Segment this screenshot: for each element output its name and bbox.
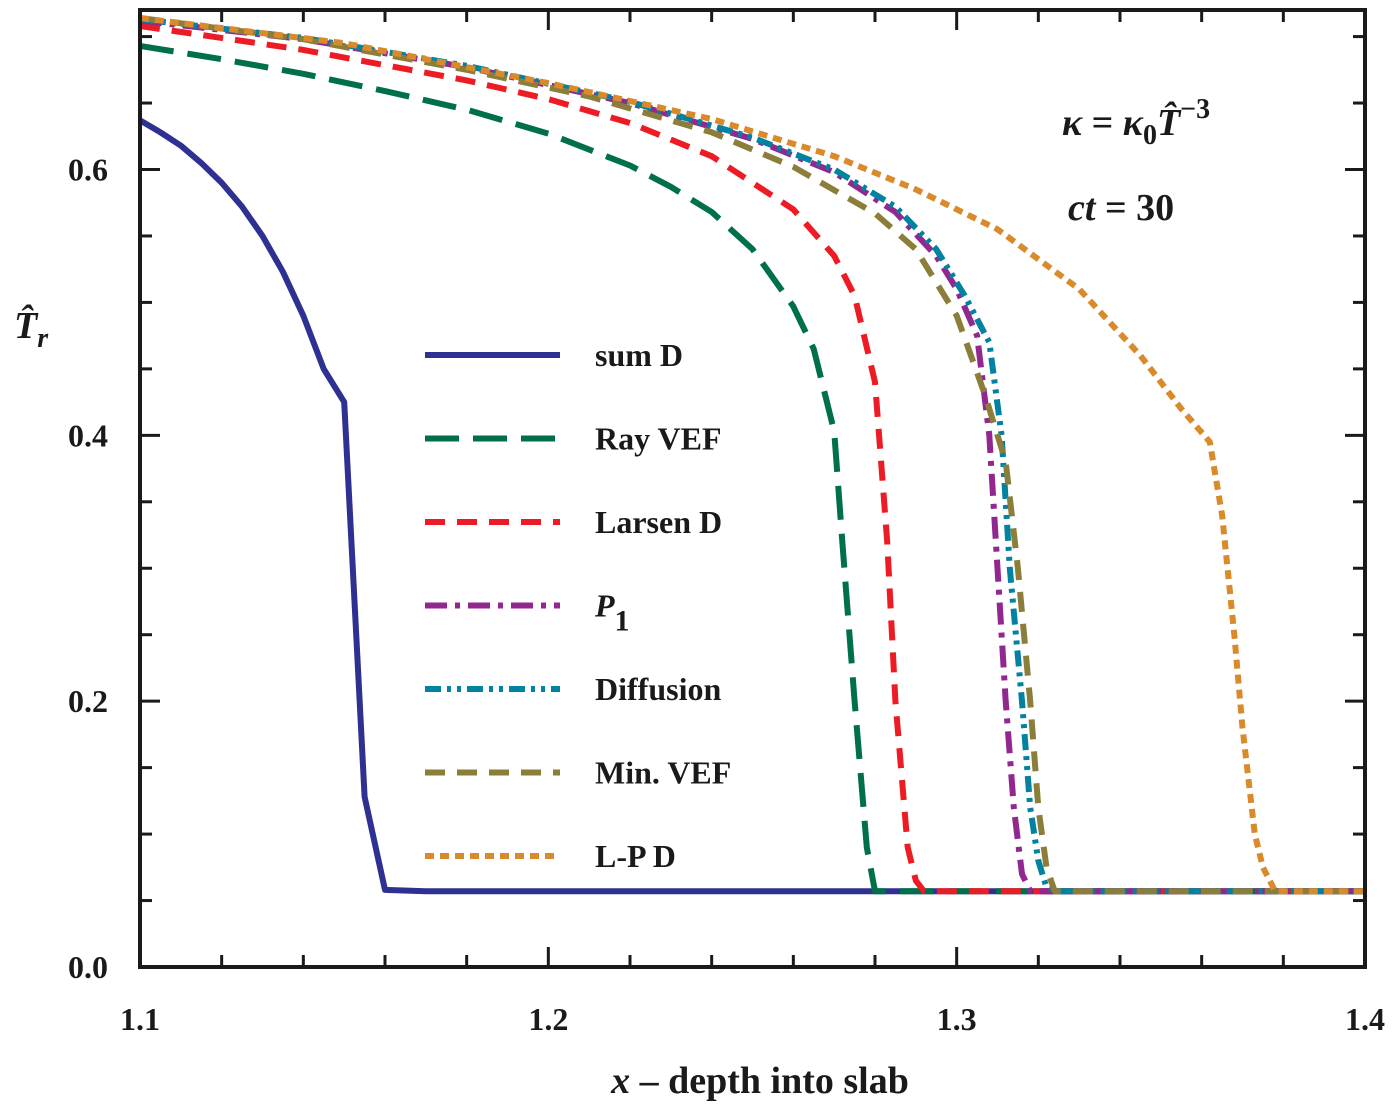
series-line-3: [139, 17, 1365, 895]
ticks-layer: 1.1 1.2 1.3 1.4 0.0 0.2 0.4 0.6: [68, 10, 1385, 1037]
legend-label-1: Ray VEF: [595, 421, 722, 457]
x-tick-label: 1.1: [120, 1001, 160, 1037]
legend-label-6: L-P D: [595, 838, 676, 874]
series-line-1: [139, 42, 1365, 895]
y-tick-label: 0.6: [68, 152, 108, 188]
x-axis-label-var: x: [610, 1060, 630, 1102]
series-line-0: [138, 117, 1365, 895]
x-tick-label: 1.2: [528, 1001, 568, 1037]
y-axis-label: T̂r: [14, 305, 49, 354]
plot-frame: [138, 8, 1367, 969]
y-axis-label-sub: r: [37, 323, 49, 354]
kappa0-symbol: κ: [1123, 102, 1144, 144]
y-tick-label: 0.2: [68, 683, 108, 719]
kappa-symbol: κ: [1062, 102, 1083, 144]
series-line-4: [139, 16, 1365, 895]
x-axis-label-rest: – depth into slab: [630, 1060, 909, 1102]
legend: sum D Ray VEF Larsen D P1 Diffusion Min. VEF L…: [425, 337, 731, 874]
kappa-exponent: −3: [1180, 94, 1210, 125]
series-layer: [138, 15, 1365, 895]
kappa0-subscript: 0: [1143, 120, 1157, 151]
legend-label-2: Larsen D: [595, 504, 722, 540]
ct-value: 30: [1136, 187, 1174, 229]
y-tick-label: 0.4: [68, 417, 108, 453]
x-tick-label: 1.4: [1345, 1001, 1385, 1037]
ct-var: ct: [1068, 187, 1097, 229]
legend-label-5: Min. VEF: [595, 755, 731, 791]
legend-label-base: P: [594, 588, 615, 624]
legend-label-sub: 1: [615, 605, 630, 638]
ct-equals: =: [1095, 187, 1136, 229]
legend-label-3: P1: [594, 588, 630, 638]
series-line-5: [139, 15, 1365, 895]
series-line-2: [139, 23, 1365, 895]
legend-label-4: Diffusion: [595, 671, 721, 707]
kappa-annotation: κ = κ0T̂−3: [1062, 94, 1210, 151]
x-tick-label: 1.3: [937, 1001, 977, 1037]
kappa-equals: =: [1082, 102, 1123, 144]
y-tick-label: 0.0: [68, 949, 108, 985]
series-line-6: [139, 15, 1365, 895]
legend-label-0: sum D: [595, 337, 683, 373]
y-axis-label-var: T̂: [14, 305, 39, 347]
x-axis-label: x – depth into slab: [610, 1060, 909, 1102]
ct-annotation: ct = 30: [1068, 187, 1174, 229]
kappa-t-symbol: T̂: [1157, 102, 1182, 144]
